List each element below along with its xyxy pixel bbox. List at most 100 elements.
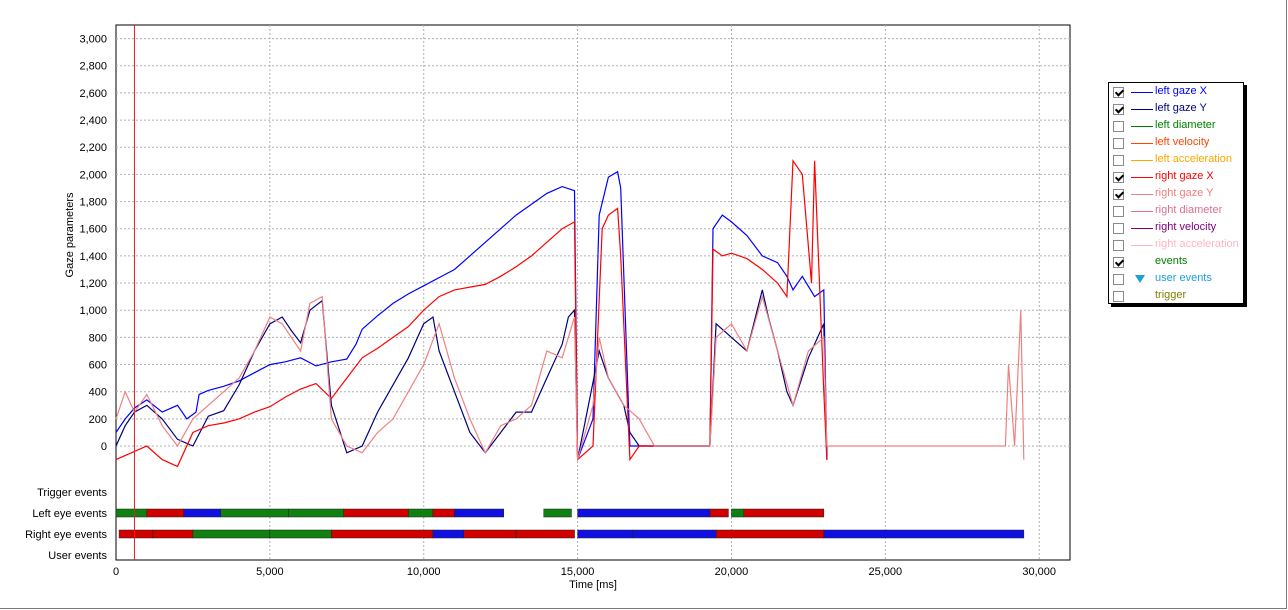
right-eye-event (269, 529, 332, 539)
legend-checkbox[interactable] (1113, 104, 1124, 115)
legend-label: right gaze X (1155, 170, 1214, 182)
x-tick-label: 20,000 (715, 566, 749, 578)
y-tick-label: 2,000 (79, 169, 107, 181)
legend-checkbox[interactable] (1113, 138, 1124, 149)
legend-swatch (1131, 194, 1153, 195)
legend-item[interactable]: left diameter (1109, 118, 1243, 135)
y-tick-label: 2,200 (79, 142, 107, 154)
y-tick-label: 2,600 (79, 88, 107, 100)
legend-label: trigger (1155, 289, 1187, 301)
legend-item[interactable]: trigger (1109, 288, 1243, 305)
legend-item[interactable]: user events (1109, 271, 1243, 288)
left-eye-event (408, 508, 434, 518)
left-eye-event (454, 508, 505, 518)
x-tick-label: 25,000 (869, 566, 903, 578)
y-tick-label: 400 (89, 387, 107, 399)
x-tick-label: 5,000 (256, 566, 284, 578)
right-eye-event (192, 529, 271, 539)
right-eye-event (823, 529, 1025, 539)
left-eye-event (146, 508, 184, 518)
legend-label: right acceleration (1155, 238, 1239, 250)
y-tick-label: 600 (89, 360, 107, 372)
legend-swatch (1131, 160, 1153, 161)
legend-item[interactable]: left acceleration (1109, 152, 1243, 169)
legend-label: left diameter (1155, 119, 1216, 131)
legend-item[interactable]: right acceleration (1109, 237, 1243, 254)
legend-label: left acceleration (1155, 153, 1233, 165)
legend-checkbox[interactable] (1113, 172, 1124, 183)
left-eye-event (432, 508, 455, 518)
legend-checkbox[interactable] (1113, 274, 1124, 285)
legend-swatch (1131, 245, 1153, 246)
right-eye-event (715, 529, 825, 539)
legend-swatch (1131, 143, 1153, 144)
y-tick-labels: 0 200 400 600 800 1,000 1,200 1,400 1,600 1,800 2,… (79, 34, 107, 453)
legend-swatch (1131, 228, 1153, 229)
y-tick-label: 0 (101, 441, 107, 453)
x-tick-label: 30,000 (1022, 566, 1056, 578)
left-eye-event (183, 508, 221, 518)
legend-swatch (1131, 126, 1153, 127)
legend-item[interactable]: right gaze Y (1109, 186, 1243, 203)
legend-checkbox[interactable] (1113, 155, 1124, 166)
event-row-label: Trigger events (37, 487, 107, 499)
left-eye-event (115, 508, 148, 518)
legend-checkbox[interactable] (1113, 87, 1124, 98)
legend-checkbox[interactable] (1113, 223, 1124, 234)
legend-label: right velocity (1155, 221, 1217, 233)
legend-label: left gaze X (1155, 85, 1207, 97)
y-tick-label: 3,000 (79, 34, 107, 46)
x-tick-label: 0 (113, 566, 119, 578)
left-eye-event (288, 508, 344, 518)
legend-label: user events (1155, 272, 1212, 284)
y-tick-label: 2,800 (79, 61, 107, 73)
legend-checkbox[interactable] (1113, 206, 1124, 217)
right-eye-event (515, 529, 575, 539)
legend-label: right diameter (1155, 204, 1223, 216)
legend-item[interactable]: right gaze X (1109, 169, 1243, 186)
legend-item[interactable]: right diameter (1109, 203, 1243, 220)
y-tick-label: 2,400 (79, 115, 107, 127)
legend-item[interactable]: right velocity (1109, 220, 1243, 237)
y-tick-label: 1,600 (79, 224, 107, 236)
legend-label: right gaze Y (1155, 187, 1214, 199)
legend-checkbox[interactable] (1113, 121, 1124, 132)
series-lines (115, 158, 1025, 468)
left-eye-event (577, 508, 711, 518)
right-eye-event (152, 529, 194, 539)
legend-item[interactable]: left gaze X (1109, 84, 1243, 101)
legend-swatch (1131, 92, 1153, 93)
legend-item[interactable]: left velocity (1109, 135, 1243, 152)
triangle-icon (1135, 275, 1145, 283)
legend-swatch (1131, 211, 1153, 212)
left-eye-event (220, 508, 289, 518)
gaze-chart: 0 200 400 600 800 1,000 1,200 1,400 1,600 1,800 2,… (25, 24, 1071, 591)
legend-label: events (1155, 255, 1188, 267)
right-eye-event (118, 529, 154, 539)
legend-label: left gaze Y (1155, 102, 1207, 114)
right-eye-event (577, 529, 634, 539)
legend-swatch (1131, 109, 1153, 110)
series-line (115, 170, 828, 460)
x-tick-label: 10,000 (407, 566, 441, 578)
left-eye-event (543, 508, 572, 518)
y-tick-label: 800 (89, 332, 107, 344)
legend-checkbox[interactable] (1113, 189, 1124, 200)
right-eye-event (331, 529, 434, 539)
legend-item[interactable]: left gaze Y (1109, 101, 1243, 118)
event-row-label: Left eye events (32, 508, 107, 520)
legend-checkbox[interactable] (1113, 240, 1124, 251)
y-axis-label: Gaze parameters (64, 192, 76, 277)
series-line (115, 158, 828, 468)
y-tick-label: 1,200 (79, 278, 107, 290)
legend-swatch (1131, 177, 1153, 178)
right-eye-event (432, 529, 464, 539)
y-tick-label: 200 (89, 414, 107, 426)
legend-item[interactable]: events (1109, 254, 1243, 271)
left-eye-event (731, 508, 745, 518)
series-line (115, 294, 1025, 460)
legend-checkbox[interactable] (1113, 257, 1124, 268)
legend-checkbox[interactable] (1113, 291, 1124, 302)
y-tick-label: 1,400 (79, 251, 107, 263)
